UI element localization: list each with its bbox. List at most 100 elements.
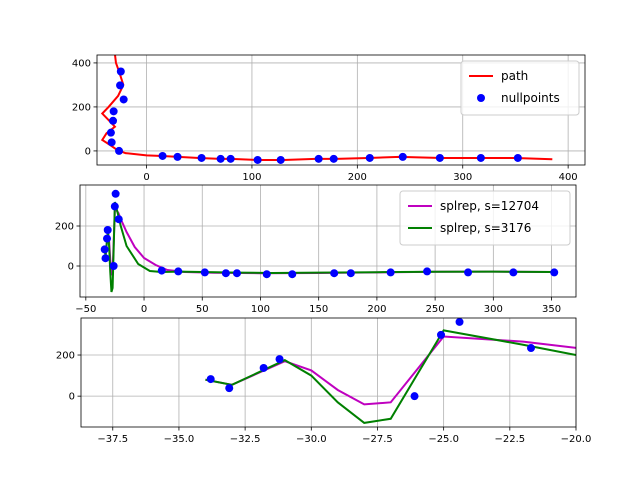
marker — [221, 269, 230, 278]
marker — [119, 95, 128, 104]
marker — [476, 153, 485, 162]
marker — [116, 81, 125, 90]
marker — [527, 344, 535, 353]
x-tick-label: −32.5 — [230, 434, 261, 445]
marker — [101, 254, 110, 263]
marker — [435, 153, 444, 162]
x-tick-label: 300 — [453, 172, 472, 183]
plot-area — [100, 189, 559, 293]
x-tick-label: −20.0 — [561, 434, 592, 445]
x-tick-label: 100 — [251, 304, 270, 315]
marker — [115, 146, 124, 155]
legend-label: path — [501, 69, 528, 83]
marker — [232, 269, 241, 278]
y-tick-label: 0 — [85, 146, 91, 157]
marker — [276, 155, 285, 164]
x-tick-label: −37.5 — [97, 434, 128, 445]
x-tick-label: 400 — [559, 172, 578, 183]
marker — [329, 154, 338, 163]
y-tick-label: 200 — [55, 222, 74, 233]
marker — [288, 270, 297, 279]
legend-label: splrep, s=12704 — [440, 199, 539, 213]
axes-frame — [80, 317, 577, 428]
marker — [109, 107, 118, 116]
x-tick-label: −25.0 — [428, 434, 459, 445]
axes-frame — [96, 54, 586, 166]
x-tick-label: −22.5 — [494, 434, 525, 445]
marker — [262, 270, 271, 279]
y-tick-label: 200 — [72, 102, 91, 113]
legend: splrep, s=12704 splrep, s=3176 — [399, 190, 571, 246]
marker — [114, 215, 123, 224]
x-tick-label: 0 — [141, 304, 147, 315]
marker — [550, 268, 559, 277]
marker — [158, 151, 167, 160]
marker — [109, 262, 118, 270]
marker — [110, 202, 119, 211]
marker — [103, 234, 112, 243]
x-tick-label: −35.0 — [164, 434, 195, 445]
x-tick-label: 200 — [348, 172, 367, 183]
marker — [197, 153, 206, 162]
x-tick-label: 250 — [426, 304, 445, 315]
axes: −37.5 −35.0 −32.5 −30.0 −27.5 −25.0 −22.5 −20.0… — [56, 318, 591, 445]
marker — [455, 318, 464, 326]
marker — [513, 153, 522, 162]
marker — [174, 267, 183, 276]
marker — [103, 226, 112, 234]
marker — [330, 269, 339, 278]
marker — [106, 128, 115, 137]
y-tick-label: 0 — [69, 392, 75, 403]
x-tick-label: −27.5 — [362, 434, 393, 445]
marker — [410, 392, 419, 401]
marker — [386, 268, 395, 277]
marker — [216, 154, 225, 163]
legend-box — [399, 190, 571, 246]
marker — [116, 67, 125, 76]
x-tick-label: 50 — [196, 304, 209, 315]
marker — [173, 152, 182, 161]
y-tick-label: 0 — [68, 262, 74, 273]
marker — [206, 375, 215, 384]
plot-area — [100, 55, 553, 164]
legend-swatch — [477, 94, 485, 102]
marker — [365, 153, 374, 162]
marker — [398, 152, 407, 161]
marker — [423, 267, 432, 276]
y-tick-label: 400 — [72, 58, 91, 69]
x-tick-label: −50 — [75, 304, 96, 315]
x-tick-label: 350 — [542, 304, 561, 315]
marker — [259, 363, 268, 372]
marker — [226, 154, 235, 163]
legend-box — [460, 60, 580, 116]
marker — [100, 245, 109, 254]
axes: −50 0 50 100 150 200 250 300 350 0 200 — [55, 185, 576, 315]
x-tick-label: 300 — [484, 304, 503, 315]
series-line — [205, 329, 576, 424]
marker — [200, 268, 209, 277]
legend-label: nullpoints — [501, 91, 560, 105]
marker — [107, 138, 116, 147]
x-tick-label: 200 — [367, 304, 386, 315]
plot-area — [205, 318, 576, 424]
marker — [109, 116, 118, 125]
legend-label: splrep, s=3176 — [440, 221, 531, 235]
x-tick-label: 150 — [309, 304, 328, 315]
marker — [314, 154, 323, 163]
marker — [464, 268, 473, 277]
marker — [346, 269, 355, 278]
marker — [509, 268, 518, 277]
x-tick-label: −30.0 — [296, 434, 327, 445]
marker — [275, 355, 284, 364]
x-tick-label: 0 — [143, 172, 149, 183]
marker — [157, 266, 166, 275]
legend: path nullpoints — [460, 60, 580, 116]
marker — [253, 155, 262, 164]
x-tick-label: 100 — [242, 172, 261, 183]
marker — [111, 189, 120, 198]
marker — [437, 330, 445, 339]
axes-frame — [79, 184, 577, 298]
y-tick-label: 200 — [56, 351, 75, 362]
marker — [225, 384, 234, 393]
